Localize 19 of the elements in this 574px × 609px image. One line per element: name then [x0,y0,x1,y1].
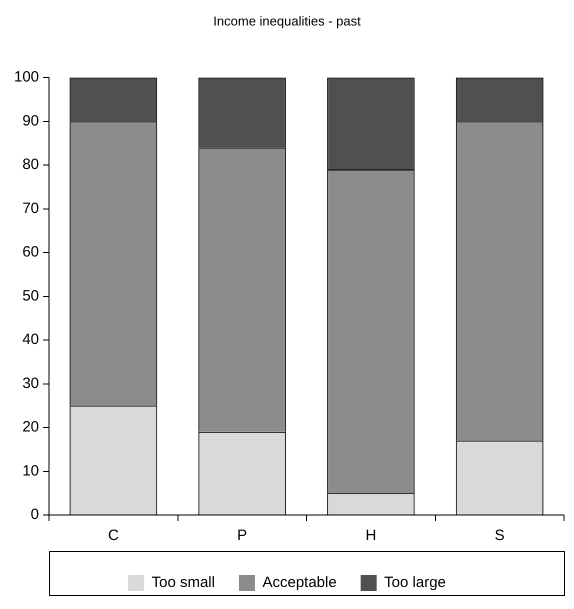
y-tick-label: 10 [22,462,40,480]
x-tick-label: S [494,527,505,544]
x-tick-label: P [237,527,248,544]
y-tick-label: 100 [14,68,40,86]
y-tick-label: 40 [22,331,40,348]
y-tick-label: 0 [30,506,40,524]
legend-label: Too small [152,574,215,592]
y-tick-label: 70 [22,200,40,217]
legend-label: Acceptable [262,574,337,592]
legend-label: Too large [384,574,446,592]
x-tick-label: H [365,527,376,544]
y-tick-label: 50 [22,287,40,304]
x-tick-label: C [108,527,119,544]
y-tick-label: 30 [22,374,40,392]
chart-title: Income inequalities - past [213,13,362,28]
y-tick-label: 90 [22,112,40,130]
y-tick-label: 20 [22,418,40,436]
y-tick-label: 60 [22,244,40,261]
y-tick-label: 80 [22,156,40,174]
